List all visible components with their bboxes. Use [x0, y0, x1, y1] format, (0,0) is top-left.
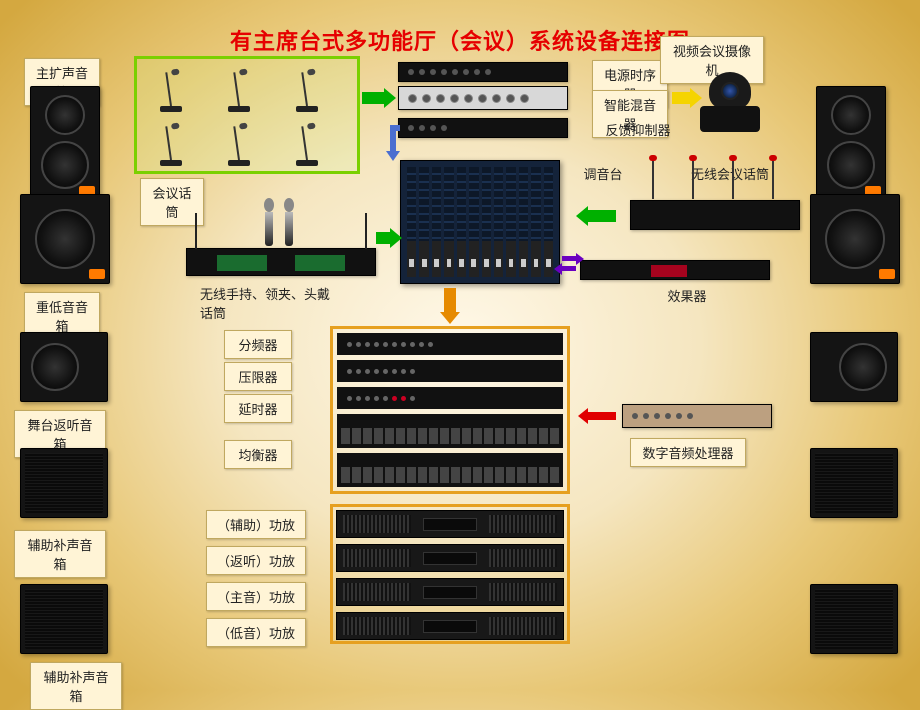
- gooseneck-mic-icon: [296, 72, 318, 112]
- stage-monitor-left: [20, 332, 108, 402]
- label-crossover: 分频器: [224, 330, 292, 359]
- main-speaker-left: [30, 86, 100, 201]
- amplifier-1: [336, 510, 564, 538]
- arrow-purple-icon: [562, 256, 576, 261]
- effects-processor: [580, 260, 770, 280]
- digital-audio-processor: [622, 404, 772, 428]
- processor-stack-frame: [330, 326, 570, 494]
- label-effects: 效果器: [660, 286, 714, 305]
- arrow-yellow-icon: [672, 92, 690, 104]
- subwoofer-right: [810, 194, 900, 284]
- gooseneck-mic-icon: [160, 72, 182, 112]
- label-aux-speaker-1: 辅助补声音箱: [14, 530, 106, 578]
- page-title: 有主席台式多功能厅（会议）系统设备连接图: [0, 24, 920, 56]
- arrow-green-icon: [588, 210, 616, 222]
- amplifier-2: [336, 544, 564, 572]
- label-mixer: 调音台: [576, 164, 630, 183]
- compressor-unit: [337, 360, 563, 382]
- label-amp-sub: （低音）功放: [206, 618, 306, 647]
- gooseneck-mic-icon: [296, 126, 318, 166]
- handheld-mic-icon: [284, 198, 294, 246]
- feedback-suppressor: [398, 118, 568, 138]
- main-speaker-right: [816, 86, 886, 201]
- label-feedback: 反馈抑制器: [598, 120, 678, 139]
- label-aux-speaker-2: 辅助补声音箱: [30, 662, 122, 710]
- amplifier-4: [336, 612, 564, 640]
- aux-speaker-left-2: [20, 584, 108, 654]
- ptz-camera-icon: [700, 70, 760, 132]
- arrow-orange-icon: [444, 288, 456, 312]
- arrow-purple-icon: [562, 266, 576, 271]
- subwoofer-left: [20, 194, 110, 284]
- power-sequencer: [398, 62, 568, 82]
- equalizer-unit-1: [337, 414, 563, 448]
- arrow-green-icon: [362, 92, 384, 104]
- aux-speaker-left-1: [20, 448, 108, 518]
- gooseneck-mic-icon: [228, 126, 250, 166]
- wireless-receiver: [186, 248, 376, 276]
- amplifier-3: [336, 578, 564, 606]
- arrow-blue-icon: [390, 125, 396, 151]
- smart-mixer: [398, 86, 568, 110]
- aux-speaker-right-2: [810, 584, 898, 654]
- label-wireless-mic: 无线手持、领夹、头戴话筒: [200, 284, 330, 322]
- label-compressor: 压限器: [224, 362, 292, 391]
- aux-speaker-right-1: [810, 448, 898, 518]
- gooseneck-mic-icon: [160, 126, 182, 166]
- stage-monitor-right: [810, 332, 898, 402]
- label-delay: 延时器: [224, 394, 292, 423]
- label-dsp: 数字音频处理器: [630, 438, 746, 467]
- gooseneck-mic-icon: [228, 72, 250, 112]
- label-amp-main: （主音）功放: [206, 582, 306, 611]
- label-amp-monitor: （返听）功放: [206, 546, 306, 575]
- crossover-unit: [337, 333, 563, 355]
- equalizer-unit-2: [337, 453, 563, 487]
- handheld-mic-icon: [264, 198, 274, 246]
- arrow-red-icon: [588, 412, 616, 420]
- mixing-console: [400, 160, 560, 284]
- label-amp-aux: （辅助）功放: [206, 510, 306, 539]
- wireless-conference-rack: [630, 200, 800, 230]
- label-equalizer: 均衡器: [224, 440, 292, 469]
- delay-unit: [337, 387, 563, 409]
- arrow-green-icon: [376, 232, 390, 244]
